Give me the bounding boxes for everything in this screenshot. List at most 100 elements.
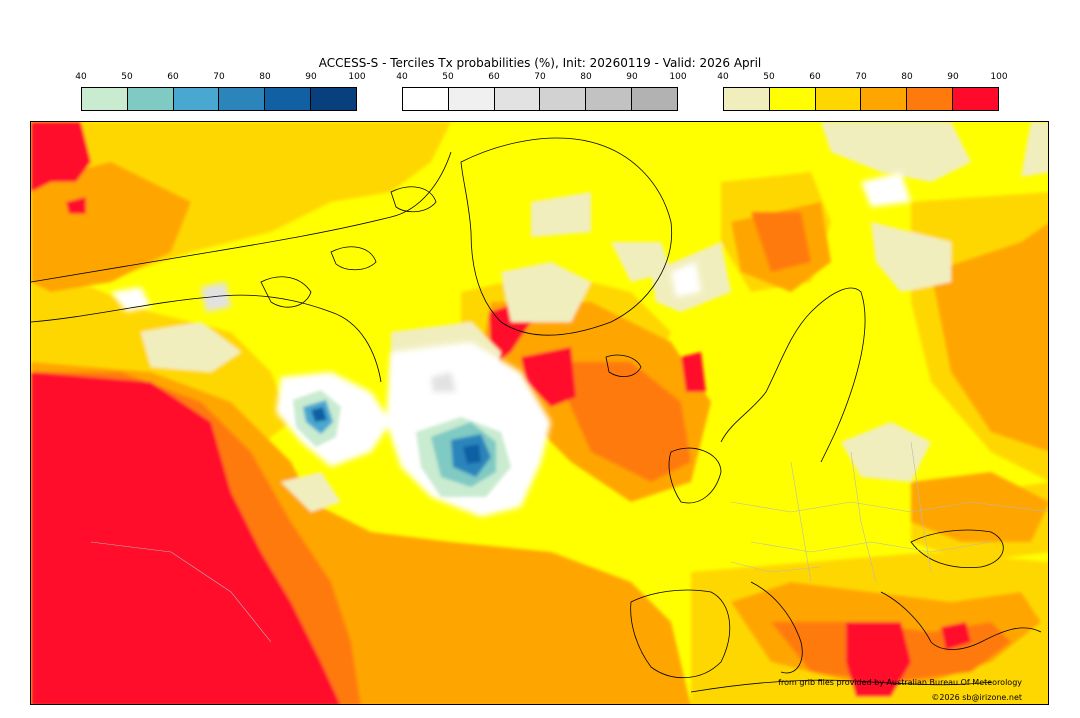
tick-label: 90 [626,72,638,82]
legend-swatch [586,88,633,110]
tick-label: 60 [167,72,179,82]
legend-ticks: 40 50 60 70 80 90 100 [396,72,686,86]
legend-swatch [953,88,998,110]
coast-arctic-island-1 [260,276,312,308]
map-title: ACCESS-S - Terciles Tx probabilities (%)… [318,56,762,70]
probability-map: from grib files provided by Australian B… [30,121,1049,705]
tick-label: 70 [534,72,546,82]
credit-copyright: ©2026 sb@irizone.net [931,693,1022,702]
legend-colorbar [81,87,357,111]
tick-label: 100 [669,72,687,82]
coastlines [31,137,1042,693]
border-line [790,461,812,583]
legend-swatch [632,88,677,110]
tick-label: 60 [488,72,500,82]
tick-label: 100 [348,72,366,82]
white-region-novaya [861,172,911,207]
coast-north-africa [690,679,992,693]
tick-label: 60 [809,72,821,82]
legend-swatch [127,88,174,110]
legend-colorbar [723,87,999,111]
pale-region-ukraine [841,422,931,482]
legend-swatch [403,88,449,110]
red-region-alaska [31,122,91,192]
tick-label: 40 [717,72,729,82]
blue-dark-region-hudson [311,407,327,422]
border-line [850,451,877,583]
legend-swatch [494,88,541,110]
legend-swatch [540,88,587,110]
legend-swatch [769,88,816,110]
border-line [90,541,272,643]
country-borders [90,441,1048,643]
tick-label: 70 [213,72,225,82]
grey-region-canada [201,282,231,312]
dark-orange-region-baltic [751,212,811,272]
border-line [910,441,932,573]
coast-black-sea [910,529,1004,568]
coast-arctic-island-2 [330,246,377,271]
pale-region-atlantic-spot [281,472,341,512]
red-region-arctic-spot [66,197,86,214]
border-line [730,501,1048,513]
coast-british-isles [668,447,722,504]
red-region-libya [846,622,911,697]
coast-scandinavia [720,287,866,463]
blue-dark-region-labrador [463,444,481,464]
tick-label: 80 [901,72,913,82]
legend-swatch [311,88,356,110]
legend-swatch [219,88,266,110]
pale-region-kara [871,222,951,292]
tick-label: 50 [763,72,775,82]
orange-region-black-sea [911,472,1048,542]
credit-source: from grib files provided by Australian B… [778,678,1022,687]
tick-label: 80 [259,72,271,82]
tick-label: 90 [305,72,317,82]
coast-greenland [460,137,673,336]
coast-balkans-turkey [880,591,1042,650]
tick-label: 40 [75,72,87,82]
dark-orange-region-iceland [551,362,691,482]
tick-label: 50 [442,72,454,82]
red-region-norway-sea [681,352,706,392]
white-region-alaska [111,287,151,312]
map-canvas [31,122,1048,704]
red-region-denmark-strait [521,347,576,407]
legend-ticks: 40 50 60 70 80 90 100 [75,72,365,86]
coast-arctic-island-3 [390,186,437,213]
coast-north-america-arctic [31,151,452,283]
legend-swatch [907,88,954,110]
tick-label: 50 [121,72,133,82]
legend-swatch [724,88,770,110]
pale-region-greenland-1 [531,192,591,237]
legend-colorbar [402,87,678,111]
border-line [730,561,822,573]
coast-canada [31,294,382,383]
tick-label: 100 [990,72,1008,82]
legend-swatch [448,88,495,110]
tick-label: 70 [855,72,867,82]
coast-italy [750,581,803,674]
orange-region-ural [931,223,1048,452]
pale-region-greenland-2 [501,262,591,322]
pale-region-ne-corner [1021,122,1048,177]
legend-ticks: 40 50 60 70 80 90 100 [717,72,1007,86]
tick-label: 40 [396,72,408,82]
border-line [750,541,992,553]
legend-above-normal: 40 50 60 70 80 90 100 [717,72,1008,112]
legend-swatch [82,88,128,110]
red-region-pacific [31,372,341,704]
legend-swatch [861,88,908,110]
white-region-svalbard [671,262,701,297]
legend-swatch [815,88,862,110]
coast-iberia [630,589,731,679]
pale-region-barents [821,122,971,182]
red-region-aegean [941,622,971,650]
coast-iceland [605,354,642,377]
tick-label: 90 [947,72,959,82]
legend-near-normal: 40 50 60 70 80 90 100 [396,72,687,112]
orange-region-nw [31,162,191,292]
tick-label: 80 [580,72,592,82]
legend-swatch [173,88,220,110]
